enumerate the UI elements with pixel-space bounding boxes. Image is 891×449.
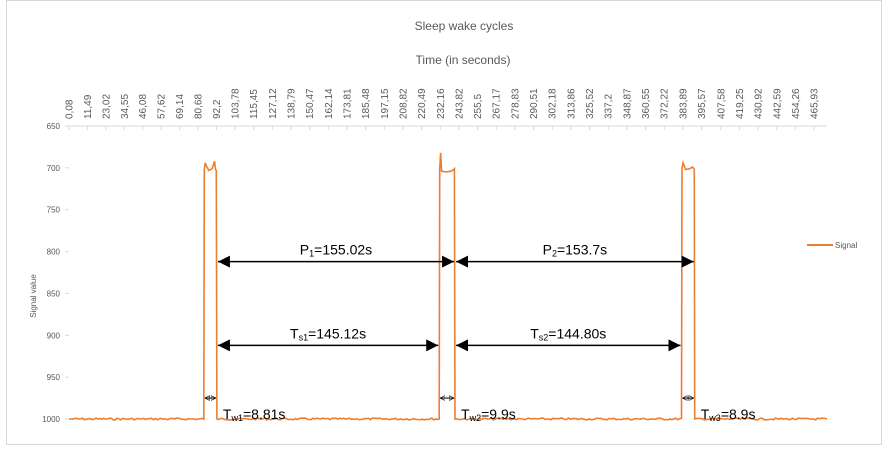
x-tick-label-21: 243,82 xyxy=(454,88,465,119)
x-axis-ticks: 0,08 11,49 23,02 34,55 46,08 57,62 69,14 80,68 9… xyxy=(65,88,827,130)
annotation-group: P1=155.02s P2=153.7s Ts1=145.12s Ts2=144.80… xyxy=(204,242,756,423)
x-tick-label-25: 290,51 xyxy=(529,88,540,119)
y-tick-label-6: 950 xyxy=(47,373,61,382)
chart-title: Sleep wake cycles xyxy=(415,19,514,33)
x-tick-label-34: 395,57 xyxy=(697,88,708,119)
x-tick-label-0: 0,08 xyxy=(65,99,76,119)
x-tick-label-3: 34,55 xyxy=(120,94,131,119)
x-tick-label-17: 197,15 xyxy=(380,88,391,119)
x-tick-label-32: 372,22 xyxy=(660,88,671,119)
x-tick-label-31: 360,55 xyxy=(641,88,652,119)
sleep-wake-chart: Sleep wake cycles Time (in seconds) Sign… xyxy=(29,19,857,424)
y-tick-label-3: 800 xyxy=(47,248,61,257)
x-tick-label-18: 208,82 xyxy=(398,88,409,119)
series-line-0 xyxy=(69,152,828,421)
annotation-label-2: Ts1=145.12s xyxy=(290,325,366,342)
x-tick-label-11: 127,12 xyxy=(268,88,279,119)
x-tick-label-8: 92,2 xyxy=(212,99,223,119)
annotation-label-6: Tw3=8.9s xyxy=(701,406,756,423)
x-tick-label-7: 80,68 xyxy=(194,94,205,119)
x-tick-label-28: 325,52 xyxy=(585,88,596,119)
y-tick-label-5: 900 xyxy=(47,331,61,340)
legend: Signal xyxy=(807,241,857,250)
annotation-label-4: Tw1=8.81s xyxy=(223,406,286,423)
y-tick-label-1: 700 xyxy=(47,164,61,173)
x-tick-label-12: 138,79 xyxy=(286,88,297,119)
annotation-label-1: P2=153.7s xyxy=(543,242,608,259)
x-tick-label-22: 255,5 xyxy=(473,94,484,119)
legend-label: Signal xyxy=(835,241,857,250)
chart-frame: Sleep wake cycles Time (in seconds) Sign… xyxy=(6,0,882,445)
x-tick-label-40: 465,93 xyxy=(810,88,821,119)
x-tick-label-30: 348,87 xyxy=(622,88,633,119)
x-tick-label-10: 115,45 xyxy=(249,89,260,119)
x-tick-label-27: 313,86 xyxy=(566,88,577,119)
x-tick-label-26: 302,18 xyxy=(548,88,559,119)
x-tick-label-19: 220,49 xyxy=(417,88,428,119)
x-tick-label-9: 103,78 xyxy=(230,88,241,119)
annotation-label-0: P1=155.02s xyxy=(300,242,372,259)
annotation-label-5: Tw2=9.9s xyxy=(461,406,516,423)
x-tick-label-24: 278,83 xyxy=(510,88,521,119)
x-tick-label-36: 419,25 xyxy=(735,88,746,119)
x-tick-label-33: 383,89 xyxy=(678,88,689,119)
x-tick-label-14: 162,14 xyxy=(324,88,335,119)
series-group xyxy=(69,152,828,421)
x-axis-title: Time (in seconds) xyxy=(416,53,511,67)
annotation-label-3: Ts2=144.80s xyxy=(530,325,606,342)
y-tick-label-4: 850 xyxy=(47,289,61,298)
x-tick-label-15: 173,81 xyxy=(342,88,353,119)
x-tick-label-4: 46,08 xyxy=(138,94,149,119)
x-tick-label-20: 232,16 xyxy=(436,88,447,119)
x-tick-label-5: 57,62 xyxy=(157,94,168,119)
y-tick-label-2: 750 xyxy=(47,206,61,215)
x-tick-label-2: 23,02 xyxy=(101,94,112,119)
y-tick-label-7: 1000 xyxy=(42,415,60,424)
x-tick-label-29: 337,2 xyxy=(604,94,615,119)
x-tick-label-13: 150,47 xyxy=(305,88,316,119)
x-tick-label-35: 407,58 xyxy=(716,88,727,119)
x-tick-label-38: 442,59 xyxy=(772,88,783,119)
y-axis-title: Signal value xyxy=(29,274,38,318)
y-axis-ticks: 650 700 750 800 850 900 950 1000 xyxy=(42,122,69,424)
x-tick-label-23: 267,17 xyxy=(492,88,503,119)
y-tick-label-0: 650 xyxy=(47,122,61,131)
x-tick-label-16: 185,48 xyxy=(361,88,372,119)
x-tick-label-39: 454,26 xyxy=(791,88,802,119)
x-tick-label-37: 430,92 xyxy=(754,88,765,119)
x-tick-label-1: 11,49 xyxy=(83,94,94,119)
x-tick-label-6: 69,14 xyxy=(175,94,186,119)
